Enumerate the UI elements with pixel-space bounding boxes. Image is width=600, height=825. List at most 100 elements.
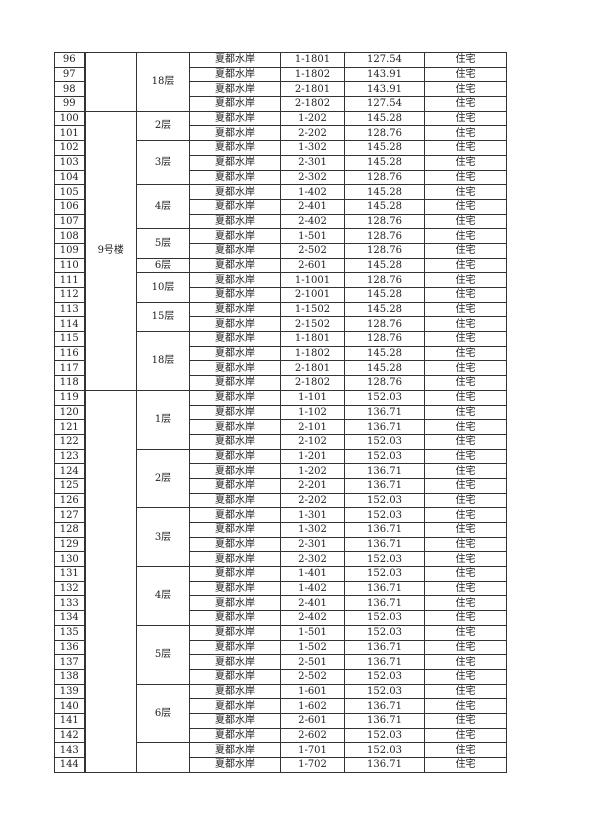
project-name-cell: 夏都水岸	[189, 52, 281, 68]
row-number: 130	[54, 551, 86, 568]
row-number: 119	[54, 389, 86, 406]
unit-number-cell: 2-401	[280, 595, 345, 612]
unit-number-cell: 1-502	[280, 639, 345, 656]
unit-number-cell: 2-302	[280, 169, 345, 186]
floor-cell: 18层	[136, 52, 190, 112]
table-row: 136 夏都水岸 1-502 136.71 住宅	[54, 639, 507, 656]
usage-cell: 住宅	[424, 389, 507, 406]
area-cell: 136.71	[344, 477, 425, 494]
unit-number-cell: 1-602	[280, 698, 345, 714]
floor-cell: 2层	[136, 448, 190, 509]
unit-number-cell: 2-202	[280, 125, 345, 142]
area-cell: 145.28	[344, 110, 425, 127]
table-row: 137 夏都水岸 2-501 136.71 住宅	[54, 654, 507, 670]
building-cell: 9号楼	[84, 110, 137, 391]
row-number: 124	[54, 463, 86, 479]
usage-cell: 住宅	[424, 169, 507, 186]
area-cell: 136.71	[344, 712, 425, 729]
project-name-cell: 夏都水岸	[189, 375, 281, 391]
project-name-cell: 夏都水岸	[189, 96, 281, 112]
usage-cell: 住宅	[424, 624, 507, 641]
table-row: 113 15层 夏都水岸 1-1502 145.28 住宅	[54, 301, 507, 333]
area-cell: 145.28	[344, 154, 425, 171]
floor-cell: 3层	[136, 140, 190, 186]
area-cell: 136.71	[344, 639, 425, 656]
area-cell: 136.71	[344, 419, 425, 435]
usage-cell: 住宅	[424, 742, 507, 758]
project-name-cell: 夏都水岸	[189, 551, 281, 568]
unit-number-cell: 2-602	[280, 727, 345, 744]
usage-cell: 住宅	[424, 668, 507, 685]
unit-number-cell: 1-302	[280, 522, 345, 538]
area-cell: 145.28	[344, 198, 425, 215]
area-cell: 152.03	[344, 742, 425, 758]
project-name-cell: 夏都水岸	[189, 536, 281, 553]
unit-number-cell: 1-101	[280, 389, 345, 406]
table-row: 116 夏都水岸 1-1802 145.28 住宅	[54, 345, 507, 362]
area-cell: 136.71	[344, 404, 425, 421]
table-row: 108 5层 夏都水岸 1-501 128.76 住宅	[54, 228, 507, 259]
project-name-cell: 夏都水岸	[189, 595, 281, 612]
unit-number-cell: 1-202	[280, 463, 345, 479]
project-name-cell: 夏都水岸	[189, 169, 281, 186]
usage-cell: 住宅	[424, 140, 507, 156]
project-name-cell: 夏都水岸	[189, 624, 281, 641]
floor-cell: 15层	[136, 301, 190, 333]
unit-number-cell: 1-601	[280, 683, 345, 700]
row-number: 140	[54, 698, 86, 714]
usage-cell: 住宅	[424, 654, 507, 670]
area-cell: 136.71	[344, 522, 425, 538]
unit-number-cell: 2-102	[280, 433, 345, 450]
project-name-cell: 夏都水岸	[189, 198, 281, 215]
area-cell: 127.54	[344, 96, 425, 112]
unit-number-cell: 1-501	[280, 228, 345, 244]
table-row: 109 夏都水岸 2-502 128.76 住宅	[54, 242, 507, 259]
area-cell: 145.28	[344, 140, 425, 156]
project-name-cell: 夏都水岸	[189, 389, 281, 406]
project-name-cell: 夏都水岸	[189, 522, 281, 538]
row-number: 105	[54, 184, 86, 200]
area-cell: 128.76	[344, 272, 425, 288]
property-table: 96 18层 夏都水岸 1-1801 127.54 住宅 97 夏都水岸 1-1802 143.9…	[54, 52, 507, 773]
usage-cell: 住宅	[424, 198, 507, 215]
project-name-cell: 夏都水岸	[189, 668, 281, 685]
project-name-cell: 夏都水岸	[189, 610, 281, 626]
table-row: 121 夏都水岸 2-101 136.71 住宅	[54, 419, 507, 435]
area-cell: 136.71	[344, 698, 425, 714]
table-row: 122 夏都水岸 2-102 152.03 住宅	[54, 433, 507, 450]
unit-number-cell: 1-1801	[280, 52, 345, 68]
row-number: 121	[54, 419, 86, 435]
unit-number-cell: 1-201	[280, 448, 345, 465]
project-name-cell: 夏都水岸	[189, 66, 281, 83]
unit-number-cell: 1-501	[280, 624, 345, 641]
usage-cell: 住宅	[424, 536, 507, 553]
unit-number-cell: 1-402	[280, 580, 345, 597]
usage-cell: 住宅	[424, 272, 507, 288]
project-name-cell: 夏都水岸	[189, 727, 281, 744]
row-number: 128	[54, 522, 86, 538]
usage-cell: 住宅	[424, 698, 507, 714]
row-number: 108	[54, 228, 86, 244]
project-name-cell: 夏都水岸	[189, 742, 281, 758]
floor-cell: 6层	[136, 683, 190, 744]
table-row: 102 3层 夏都水岸 1-302 145.28 住宅	[54, 140, 507, 186]
row-number: 114	[54, 316, 86, 333]
row-number: 107	[54, 213, 86, 230]
row-number: 98	[54, 81, 86, 98]
project-name-cell: 夏都水岸	[189, 213, 281, 230]
usage-cell: 住宅	[424, 551, 507, 568]
project-name-cell: 夏都水岸	[189, 287, 281, 303]
floor-cell: 4层	[136, 566, 190, 626]
unit-number-cell: 2-601	[280, 257, 345, 274]
table-row: 110 6层 夏都水岸 2-601 145.28 住宅	[54, 257, 507, 274]
row-number: 133	[54, 595, 86, 612]
row-number: 112	[54, 287, 86, 303]
property-table-body: 96 18层 夏都水岸 1-1801 127.54 住宅 97 夏都水岸 1-1802 143.9…	[54, 52, 507, 773]
usage-cell: 住宅	[424, 507, 507, 523]
row-number: 120	[54, 404, 86, 421]
floor-cell: 10层	[136, 272, 190, 303]
usage-cell: 住宅	[424, 463, 507, 479]
usage-cell: 住宅	[424, 301, 507, 318]
usage-cell: 住宅	[424, 184, 507, 200]
row-number: 135	[54, 624, 86, 641]
